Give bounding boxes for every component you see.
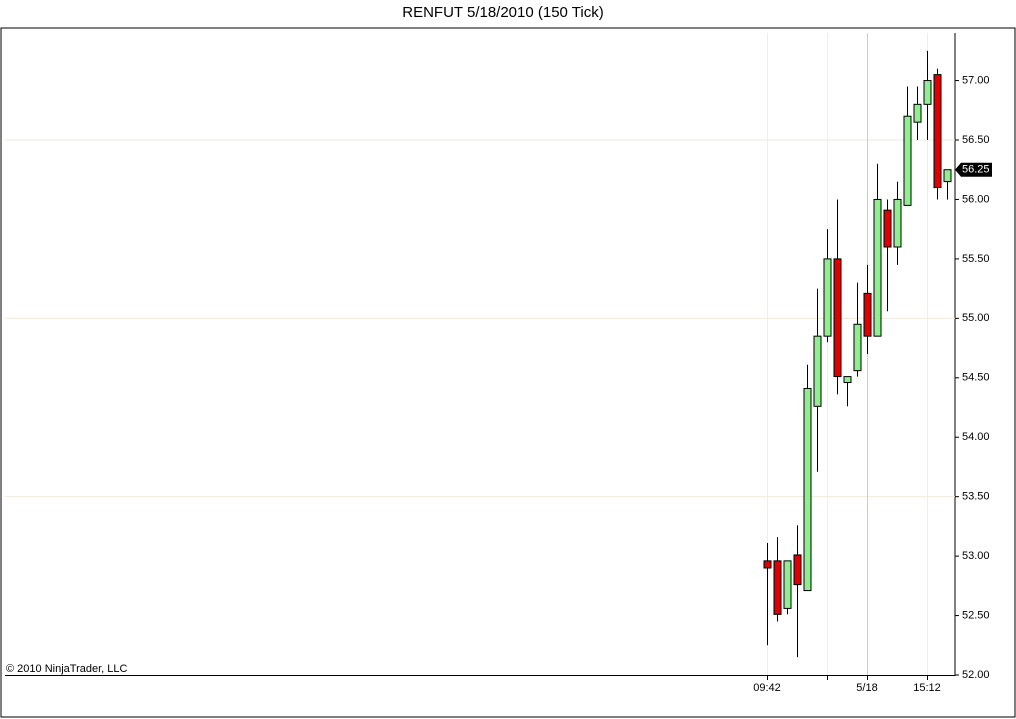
y-tick-label: 53.00	[962, 550, 990, 562]
candle-body	[773, 560, 782, 615]
y-tick-label: 53.50	[962, 491, 990, 503]
last-price-tag	[955, 162, 992, 177]
chart-frame	[0, 27, 1016, 718]
y-tick-label: 56.00	[962, 193, 990, 205]
candle-body	[913, 103, 922, 123]
candle-body	[933, 74, 942, 189]
y-tick-label: 54.50	[962, 372, 990, 384]
y-tick-label: 52.00	[962, 669, 990, 681]
candle-body	[823, 258, 832, 337]
y-tick-label: 57.00	[962, 74, 990, 86]
candle-body	[853, 323, 862, 372]
candle-body	[843, 376, 852, 384]
y-tick-label: 55.50	[962, 253, 990, 265]
candle-body	[863, 292, 872, 337]
y-tick-label: 54.00	[962, 431, 990, 443]
candle-body	[903, 115, 912, 206]
copyright: © 2010 NinjaTrader, LLC	[6, 663, 127, 675]
x-tick-label: 15:12	[913, 682, 941, 694]
candle-body	[893, 198, 902, 248]
candle-body	[943, 169, 952, 183]
chart-title: RENFUT 5/18/2010 (150 Tick)	[402, 4, 603, 21]
candle-body	[923, 80, 932, 105]
candle-body	[803, 387, 812, 592]
candle-body	[783, 560, 792, 609]
y-tick-label: 56.50	[962, 134, 990, 146]
y-tick-label: 55.00	[962, 312, 990, 324]
last-price-label: 56.25	[962, 164, 990, 176]
x-tick-label: 5/18	[856, 682, 877, 694]
y-tick-label: 52.50	[962, 609, 990, 621]
x-tick-label: 09:42	[753, 682, 781, 694]
candle-body	[883, 209, 892, 248]
candle-body	[793, 554, 802, 586]
candle-body	[763, 560, 772, 569]
candle-body	[813, 335, 822, 407]
candle-body	[873, 198, 882, 337]
candle-body	[833, 258, 842, 378]
